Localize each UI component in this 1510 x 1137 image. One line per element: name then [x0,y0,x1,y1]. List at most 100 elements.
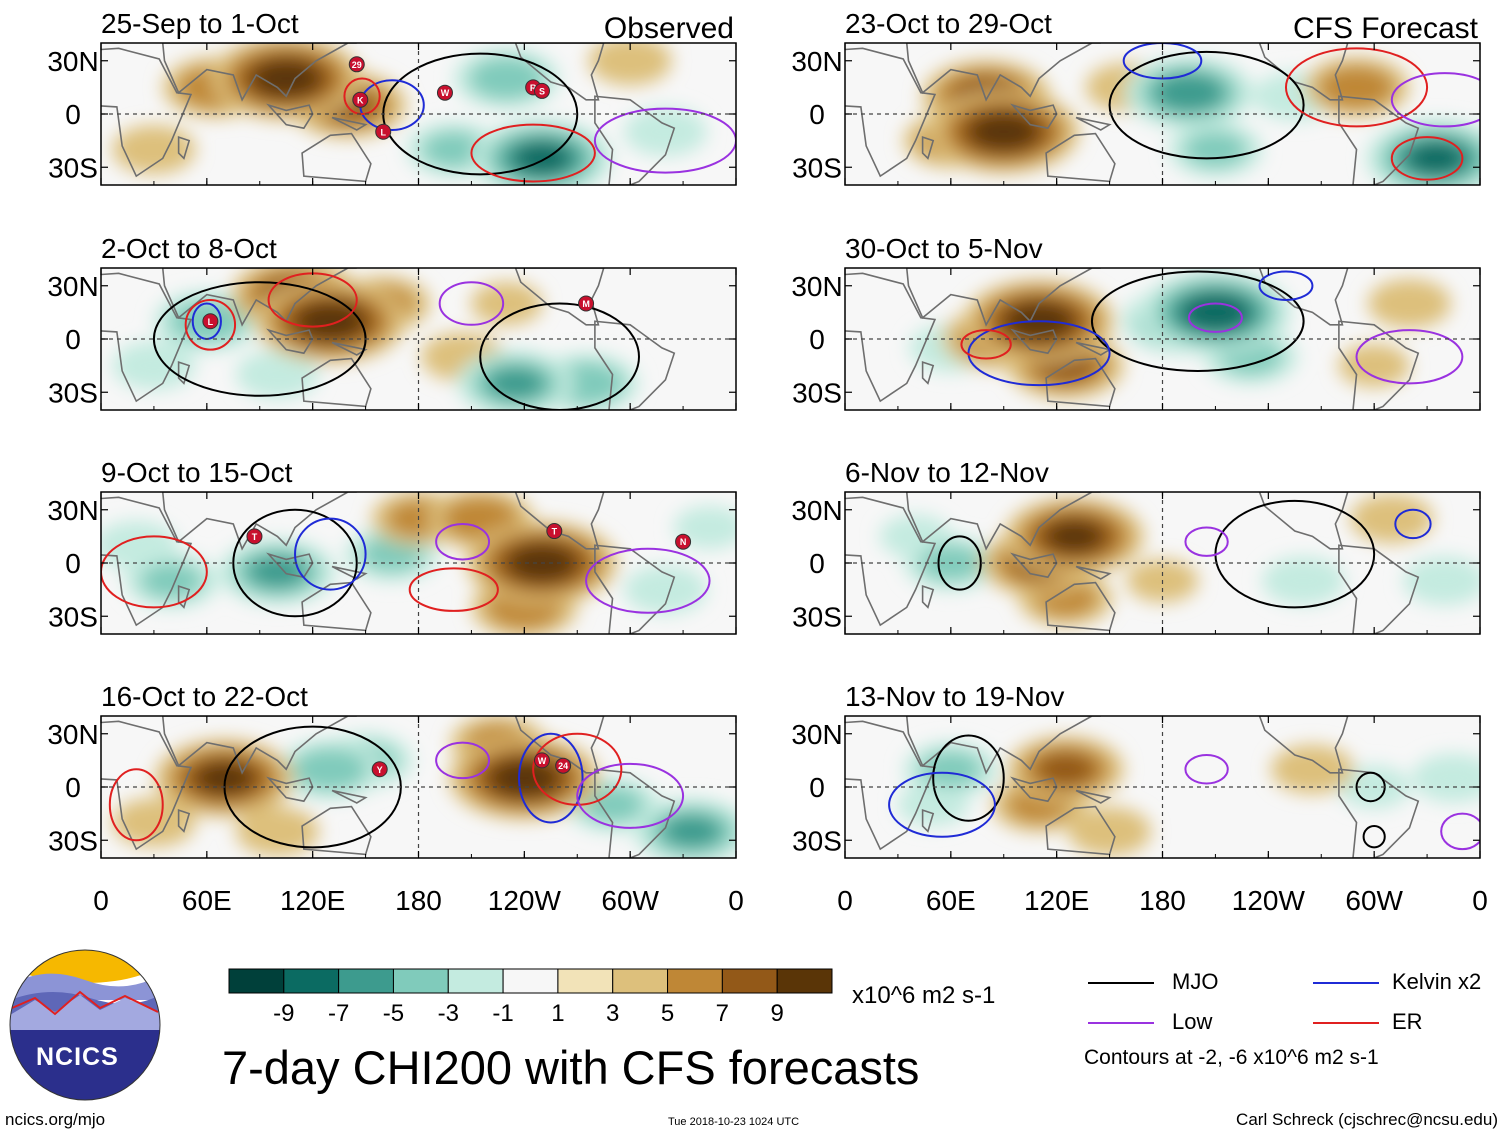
coastline [1045,357,1116,408]
storm-marker: M [578,295,595,312]
anomaly-mark [969,112,1039,151]
y-tick-label: 30S [48,601,98,632]
colorbar-label: 3 [606,1000,619,1027]
anomaly-mark [1261,556,1346,606]
coastline [331,116,368,131]
main-title: 7-day CHI200 with CFS forecasts [222,1041,920,1094]
x-tick-label: 120E [280,885,345,916]
panel-5: T T N 30N 0 30S 9-Oct to 15-Oct [47,457,737,635]
colorbar-swatch [776,968,833,994]
x-tick-label: 60W [1345,885,1403,916]
storm-icon [202,313,219,330]
x-tick-label: 0 [93,885,109,916]
colorbar-label: -3 [438,1000,459,1027]
anomaly-mark [919,751,983,788]
coastline [905,268,1101,327]
coastline [905,492,1101,551]
x-tick-label: 180 [395,885,442,916]
coastlines [845,268,1420,410]
coastline [301,357,372,408]
y-tick-label: 30S [48,377,98,408]
low-contour [1184,754,1229,785]
colorbar-label: -7 [328,1000,349,1027]
colorbar-label: 1 [551,1000,564,1027]
anomaly-mark [235,806,320,856]
coastline [1258,492,1349,550]
coastline [845,47,937,178]
colorbar-label: 5 [661,1000,674,1027]
coastline [161,492,357,551]
y-tick-label: 0 [65,324,81,355]
colorbar-label: -1 [492,1000,513,1027]
y-tick-label: 30S [792,601,842,632]
panel-date-label: 2-Oct to 8-Oct [101,233,277,264]
storm-marker: T [546,523,563,540]
coastline [301,805,372,856]
logo-base [10,1030,160,1100]
colorbar-swatch [667,968,723,994]
coastline [514,268,605,326]
colorbar-swatch [557,968,614,994]
coastline [594,544,676,634]
anomaly-mark [1153,72,1225,113]
storm-icon [246,528,263,545]
colorbar-swatch [447,968,504,994]
coastline [921,584,935,609]
coastline [1045,132,1116,183]
coastlines [845,43,1420,185]
anomaly-mark [1318,65,1395,109]
storm-label: M [582,299,590,309]
storm-marker: L [202,313,219,330]
storm-label: L [208,317,214,327]
anomaly-mark [422,131,486,168]
storm-marker: Y [371,761,388,778]
coastline [1338,320,1420,410]
colorbar-swatch [392,968,449,994]
storm-icon [546,523,563,540]
contours [888,734,1480,851]
y-tick-label: 30S [48,152,98,183]
anomaly-mark [470,281,543,326]
storm-label: Y [377,765,383,775]
anomaly-mark [112,798,196,847]
y-tick-label: 0 [65,772,81,803]
er-contour [184,298,237,351]
anomaly-mark [486,366,545,400]
coastline [301,581,372,632]
colorbar-swatch [338,968,394,994]
panel-2: 30N 0 30S 23-Oct to 29-Oct CFS Forecast [791,8,1481,186]
anomaly-mark [1350,494,1434,544]
coastline [594,320,676,410]
storm-icon [375,123,392,140]
y-tick-label: 30N [791,271,842,302]
coastline [161,716,357,775]
coastline [1338,768,1420,858]
legend-line-er [1313,1022,1379,1024]
colorbar-swatch [502,968,559,994]
storm-label: R [530,83,537,93]
y-tick-label: 30N [791,46,842,77]
coastlines [845,716,1420,858]
legend-line-mjo [1088,982,1154,984]
mjo-contour [232,508,358,618]
anomaly-mark [1407,142,1464,174]
coastline [177,584,191,609]
panel-8: 30N 0 30S 13-Nov to 19-Nov 0 60E 120E 180 120W 60… [791,681,1487,916]
y-tick-label: 30N [47,271,98,302]
y-tick-label: 0 [809,772,825,803]
colorbar-label: 9 [771,1000,784,1027]
er-contour [960,329,1012,360]
anomaly-mark [248,555,307,589]
anomaly-mark [1183,131,1247,168]
coastline [1075,565,1112,580]
anomaly-shading [903,56,1480,185]
coastline [514,43,605,101]
panel-4: 30N 0 30S 30-Oct to 5-Nov [791,233,1481,411]
storm-icon [555,757,572,774]
anomaly-mark [1338,343,1411,388]
storm-marker: 29 [348,56,365,73]
anomaly-mark [235,350,320,399]
coastline [594,95,676,185]
source-url[interactable]: ncics.org/mjo [5,1110,106,1129]
coastlines [845,492,1420,634]
